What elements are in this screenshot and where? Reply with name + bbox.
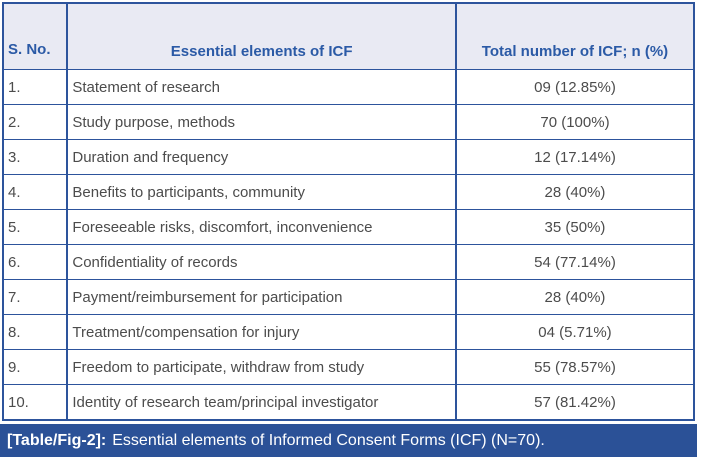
cell-value: 12 (17.14%) (454, 139, 696, 175)
table-row: 7. Payment/reimbursement for participati… (1, 279, 696, 315)
cell-serial-number: 8. (1, 314, 69, 350)
cell-element: Payment/reimbursement for participation (66, 279, 457, 315)
table-header: S. No. Essential elements of ICF Total n… (1, 2, 696, 70)
cell-value: 04 (5.71%) (454, 314, 696, 350)
header-essential-elements: Essential elements of ICF (66, 2, 457, 70)
table-row: 8. Treatment/compensation for injury 04 … (1, 314, 696, 350)
table-row: 10. Identity of research team/principal … (1, 384, 696, 421)
cell-element: Confidentiality of records (66, 244, 457, 280)
cell-serial-number: 6. (1, 244, 69, 280)
cell-serial-number: 7. (1, 279, 69, 315)
cell-serial-number: 5. (1, 209, 69, 245)
table-row: 9. Freedom to participate, withdraw from… (1, 349, 696, 385)
cell-element: Study purpose, methods (66, 104, 457, 140)
caption-label: [Table/Fig-2]: (7, 431, 107, 449)
cell-value: 70 (100%) (454, 104, 696, 140)
cell-value: 55 (78.57%) (454, 349, 696, 385)
table-row: 1. Statement of research 09 (12.85%) (1, 69, 696, 105)
cell-serial-number: 1. (1, 69, 69, 105)
cell-value: 57 (81.42%) (454, 384, 696, 421)
header-total-number: Total number of ICF; n (%) (454, 2, 696, 70)
table-row: 6. Confidentiality of records 54 (77.14%… (1, 244, 696, 280)
icf-elements-table: S. No. Essential elements of ICF Total n… (1, 2, 696, 421)
cell-value: 09 (12.85%) (454, 69, 696, 105)
cell-element: Statement of research (66, 69, 457, 105)
cell-element: Freedom to participate, withdraw from st… (66, 349, 457, 385)
table-row: 4. Benefits to participants, community 2… (1, 174, 696, 210)
table-row: 3. Duration and frequency 12 (17.14%) (1, 139, 696, 175)
cell-element: Foreseeable risks, discomfort, inconveni… (66, 209, 457, 245)
caption-bar: [Table/Fig-2]: Essential elements of Info… (0, 424, 697, 457)
cell-element: Benefits to participants, community (66, 174, 457, 210)
cell-value: 28 (40%) (454, 279, 696, 315)
cell-value: 35 (50%) (454, 209, 696, 245)
table-row: 2. Study purpose, methods 70 (100%) (1, 104, 696, 140)
header-row: S. No. Essential elements of ICF Total n… (1, 2, 696, 70)
cell-element: Treatment/compensation for injury (66, 314, 457, 350)
header-serial-number: S. No. (1, 2, 69, 70)
cell-value: 54 (77.14%) (454, 244, 696, 280)
cell-serial-number: 4. (1, 174, 69, 210)
cell-element: Identity of research team/principal inve… (66, 384, 457, 421)
cell-serial-number: 9. (1, 349, 69, 385)
table-row: 5. Foreseeable risks, discomfort, inconv… (1, 209, 696, 245)
cell-value: 28 (40%) (454, 174, 696, 210)
cell-serial-number: 3. (1, 139, 69, 175)
table-body: 1. Statement of research 09 (12.85%) 2. … (1, 69, 696, 421)
cell-serial-number: 2. (1, 104, 69, 140)
icf-elements-table-wrap: S. No. Essential elements of ICF Total n… (1, 2, 696, 421)
cell-serial-number: 10. (1, 384, 69, 421)
caption-text: Essential elements of Informed Consent F… (112, 431, 545, 449)
cell-element: Duration and frequency (66, 139, 457, 175)
